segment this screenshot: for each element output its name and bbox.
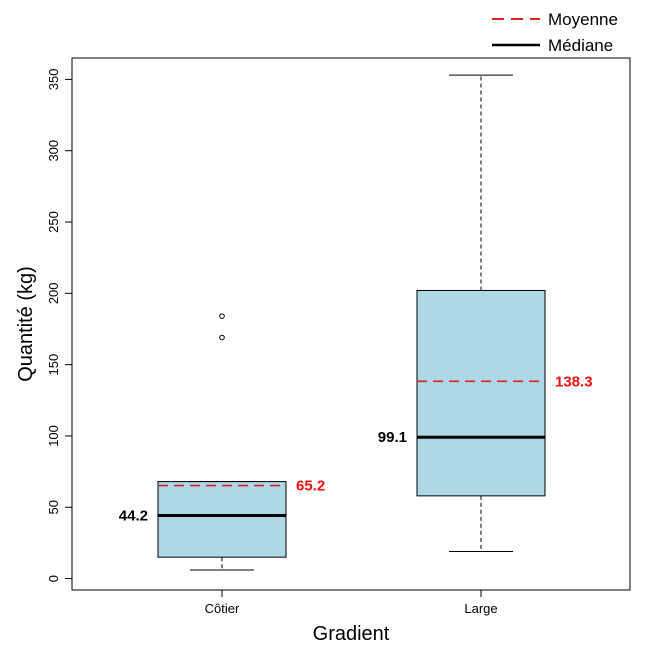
plot-frame bbox=[71, 57, 631, 591]
box-iqr bbox=[157, 481, 287, 558]
y-tick-label: 250 bbox=[46, 211, 61, 233]
outlier-point bbox=[219, 313, 225, 319]
legend: Moyenne Médiane bbox=[492, 10, 618, 55]
legend-label: Moyenne bbox=[548, 10, 618, 29]
y-tick-label: 50 bbox=[46, 500, 61, 514]
y-tick-label: 150 bbox=[46, 354, 61, 376]
y-tick-label: 100 bbox=[46, 425, 61, 447]
outlier-point bbox=[219, 334, 225, 341]
y-tick-label: 350 bbox=[46, 69, 61, 91]
y-tick-label: 200 bbox=[46, 282, 61, 304]
mean-label: 65.2 bbox=[296, 478, 325, 495]
y-tick-label: 300 bbox=[46, 140, 61, 162]
x-tick-label: Côtier bbox=[205, 601, 240, 616]
mean-label: 138.3 bbox=[555, 373, 593, 390]
plot-layer: 44.2 65.2 99.1 138.3 bbox=[119, 74, 593, 571]
median-label: 99.1 bbox=[378, 429, 407, 446]
box-ctier: 44.2 65.2 bbox=[119, 313, 325, 571]
legend-label: Médiane bbox=[548, 36, 613, 55]
median-label: 44.2 bbox=[119, 508, 148, 525]
y-axis-title: Quantité (kg) bbox=[15, 266, 37, 382]
x-tick-label: Large bbox=[464, 601, 497, 616]
y-tick-label: 0 bbox=[46, 575, 61, 582]
box-iqr bbox=[416, 289, 546, 497]
axis-layer: 0 50 100 150 200 250 300 350 Côtier Large Gradient… bbox=[15, 57, 631, 645]
x-axis-title: Gradient bbox=[313, 623, 390, 645]
box-large: 99.1 138.3 bbox=[378, 74, 593, 552]
